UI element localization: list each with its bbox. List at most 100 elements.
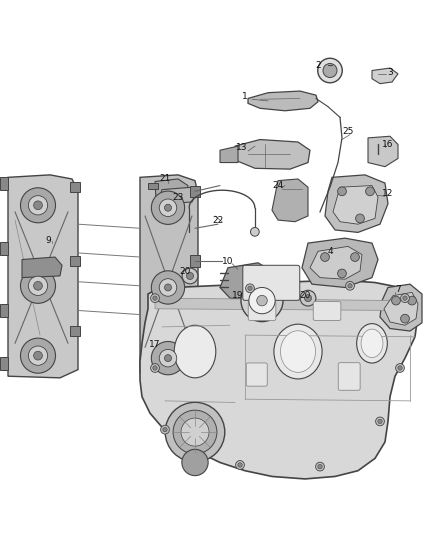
Circle shape	[159, 199, 177, 216]
FancyBboxPatch shape	[246, 363, 267, 386]
Circle shape	[165, 354, 172, 361]
Circle shape	[34, 351, 42, 360]
Circle shape	[151, 294, 159, 303]
Circle shape	[398, 366, 402, 370]
Circle shape	[28, 196, 48, 215]
Polygon shape	[333, 185, 378, 224]
Circle shape	[396, 364, 404, 373]
Text: 10: 10	[222, 257, 234, 265]
Polygon shape	[22, 257, 62, 278]
Text: 3: 3	[387, 68, 393, 77]
Polygon shape	[0, 176, 8, 190]
Circle shape	[28, 346, 48, 365]
Polygon shape	[70, 326, 80, 336]
Text: 1: 1	[242, 92, 248, 101]
Circle shape	[392, 296, 400, 305]
Polygon shape	[384, 293, 418, 325]
Circle shape	[28, 276, 48, 295]
Circle shape	[401, 314, 410, 323]
Circle shape	[366, 187, 374, 196]
Circle shape	[161, 425, 170, 434]
FancyBboxPatch shape	[243, 265, 300, 300]
Circle shape	[182, 268, 198, 284]
Circle shape	[408, 296, 417, 305]
Circle shape	[403, 296, 407, 300]
Circle shape	[348, 284, 352, 288]
Circle shape	[163, 427, 167, 432]
Polygon shape	[0, 243, 8, 255]
Circle shape	[300, 290, 316, 306]
Circle shape	[376, 417, 385, 426]
Circle shape	[34, 201, 42, 209]
Polygon shape	[310, 246, 362, 279]
Circle shape	[159, 349, 177, 367]
Circle shape	[151, 364, 159, 373]
Circle shape	[152, 342, 185, 375]
Circle shape	[165, 402, 225, 462]
Text: 7: 7	[395, 285, 401, 294]
Circle shape	[165, 204, 172, 211]
Circle shape	[153, 296, 157, 300]
Text: 22: 22	[212, 215, 224, 224]
Ellipse shape	[274, 324, 322, 379]
Polygon shape	[372, 68, 398, 84]
Circle shape	[304, 295, 311, 302]
Circle shape	[21, 268, 56, 303]
Text: 12: 12	[382, 189, 394, 198]
Circle shape	[173, 410, 217, 454]
Ellipse shape	[361, 329, 383, 358]
Text: 24: 24	[272, 181, 284, 190]
Circle shape	[251, 228, 259, 236]
Ellipse shape	[174, 325, 216, 378]
Text: 20: 20	[299, 291, 311, 300]
Polygon shape	[0, 357, 8, 370]
Polygon shape	[160, 187, 196, 204]
Polygon shape	[235, 140, 310, 169]
FancyBboxPatch shape	[338, 362, 360, 390]
Polygon shape	[70, 256, 80, 266]
Text: 25: 25	[343, 127, 354, 136]
Polygon shape	[70, 182, 80, 192]
Circle shape	[21, 338, 56, 373]
Circle shape	[318, 58, 342, 83]
Text: 21: 21	[159, 174, 171, 183]
Circle shape	[238, 463, 242, 467]
Circle shape	[241, 280, 283, 321]
Text: 16: 16	[382, 140, 394, 149]
Circle shape	[356, 214, 364, 223]
Circle shape	[236, 461, 244, 470]
Text: 19: 19	[232, 291, 244, 300]
Polygon shape	[148, 183, 158, 189]
Circle shape	[152, 271, 185, 304]
Text: 23: 23	[172, 192, 184, 201]
Circle shape	[181, 418, 209, 446]
Ellipse shape	[357, 324, 387, 363]
Polygon shape	[325, 175, 388, 232]
Polygon shape	[302, 238, 378, 287]
Circle shape	[152, 191, 185, 224]
Circle shape	[153, 366, 157, 370]
Polygon shape	[155, 298, 405, 310]
Circle shape	[323, 63, 337, 77]
Circle shape	[378, 419, 382, 424]
Circle shape	[318, 464, 322, 469]
Text: 2: 2	[315, 61, 321, 70]
Circle shape	[351, 253, 360, 261]
Circle shape	[338, 269, 346, 278]
Ellipse shape	[280, 331, 315, 373]
Polygon shape	[190, 329, 200, 341]
Polygon shape	[0, 304, 8, 317]
Circle shape	[316, 462, 325, 471]
Circle shape	[187, 272, 194, 279]
Circle shape	[246, 284, 254, 293]
Circle shape	[321, 253, 329, 261]
Circle shape	[34, 281, 42, 290]
Polygon shape	[190, 255, 200, 267]
Polygon shape	[8, 175, 78, 378]
FancyBboxPatch shape	[248, 302, 276, 320]
Polygon shape	[140, 175, 198, 375]
Polygon shape	[368, 136, 398, 167]
Circle shape	[249, 287, 275, 314]
Polygon shape	[220, 146, 238, 163]
Polygon shape	[140, 280, 418, 479]
